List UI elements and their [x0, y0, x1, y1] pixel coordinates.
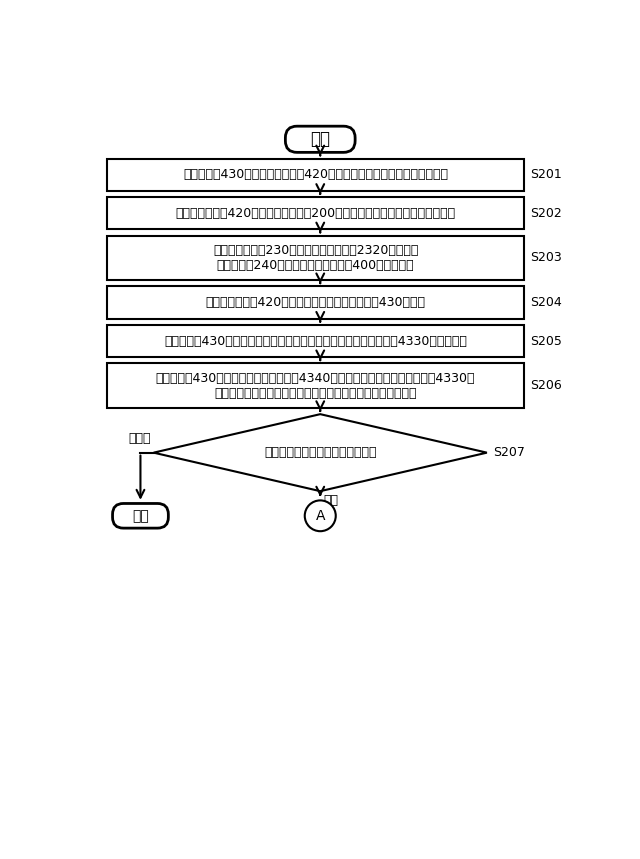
Polygon shape	[154, 414, 487, 491]
Text: S205: S205	[531, 334, 562, 348]
Bar	[107, 325, 524, 357]
Text: S206: S206	[531, 379, 562, 393]
Text: 接続履歴管理部230は接続履歴テーブル2320の情報を
情報送信部240経由で状態監視サーバ400へ送信する: 接続履歴管理部230は接続履歴テーブル2320の情報を 情報送信部240経由で状…	[213, 244, 419, 271]
Text: S201: S201	[531, 168, 562, 181]
Text: S207: S207	[493, 446, 525, 460]
Text: 状態判断部430は受け取った情報に基づいて接続時間管理テーブル4330を作成する: 状態判断部430は受け取った情報に基づいて接続時間管理テーブル4330を作成する	[164, 334, 467, 348]
Text: 状態判断部430が接続情報取得部420に対して接続情報の取得を依頼する: 状態判断部430が接続情報取得部420に対して接続情報の取得を依頼する	[183, 168, 448, 181]
Circle shape	[305, 501, 336, 531]
Text: 状態判断部430は、パラメータテーブル4340の条件を接続時間管理テーブル4330に
適用し、正常に動作していないユーザ環境の有無を判定する: 状態判断部430は、パラメータテーブル4340の条件を接続時間管理テーブル433…	[156, 372, 476, 399]
Text: はい: はい	[323, 494, 339, 508]
Text: 接続情報取得部420は受信した情報を状態判断部430へ渡す: 接続情報取得部420は受信した情報を状態判断部430へ渡す	[205, 296, 426, 309]
Text: A: A	[316, 509, 325, 523]
Bar	[107, 159, 524, 191]
Text: 接続情報取得部420は接続制御サーバ200に対して接続情報の取得を依頼する: 接続情報取得部420は接続制御サーバ200に対して接続情報の取得を依頼する	[175, 207, 456, 220]
Text: いいえ: いいえ	[128, 432, 150, 445]
Bar	[107, 197, 524, 229]
Text: 終了: 終了	[132, 509, 149, 523]
Text: S202: S202	[531, 207, 562, 220]
Text: S204: S204	[531, 296, 562, 309]
Text: 条件を満たすユーザ環境が存在？: 条件を満たすユーザ環境が存在？	[264, 446, 376, 460]
Bar	[107, 363, 524, 408]
Text: 開始: 開始	[310, 131, 330, 149]
FancyBboxPatch shape	[113, 503, 168, 528]
Text: S203: S203	[531, 252, 562, 265]
Bar	[107, 235, 524, 280]
Bar	[107, 286, 524, 319]
FancyBboxPatch shape	[285, 126, 355, 152]
